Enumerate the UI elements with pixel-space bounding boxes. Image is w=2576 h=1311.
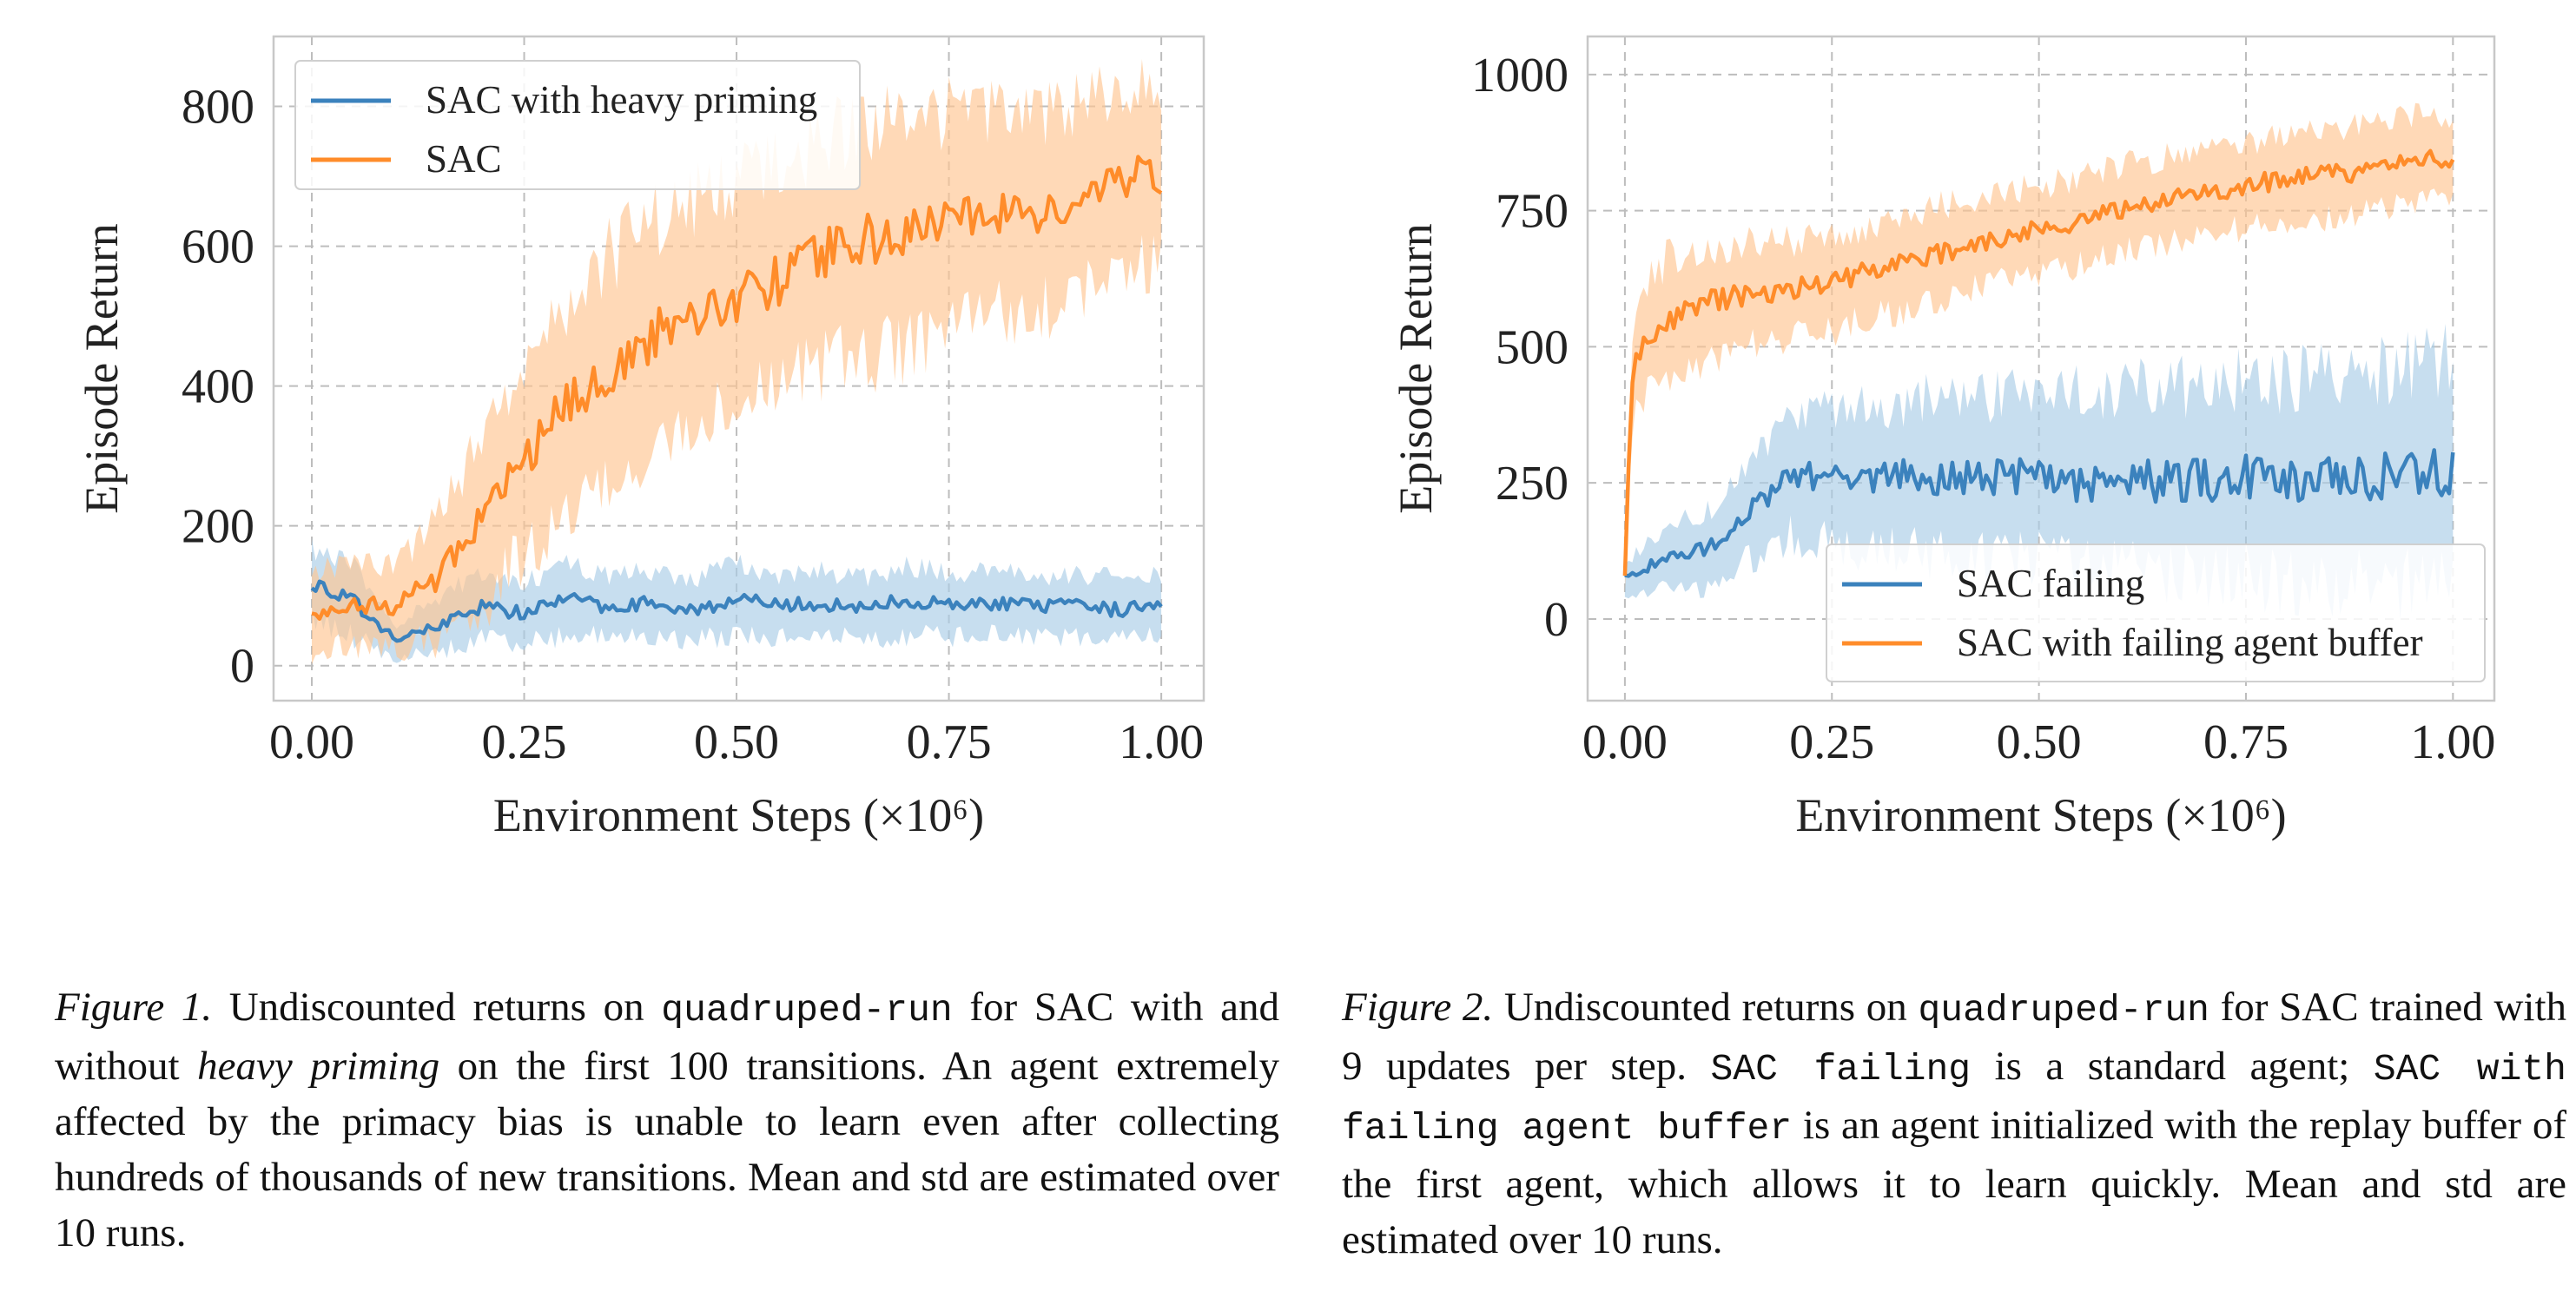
series-line-orange — [1622, 148, 2455, 576]
y-tick-label: 600 — [182, 221, 254, 274]
caption-text: for SAC trained with 9 updates per step. — [1342, 985, 2566, 1089]
y-tick-label: 200 — [182, 500, 254, 554]
x-tick-label: 0.75 — [907, 715, 992, 769]
x-tick-label: 0.50 — [694, 715, 779, 769]
series-line-blue — [310, 579, 1163, 643]
caption-text: Undiscounted returns on — [1493, 985, 1919, 1030]
x-tick-label: 0.00 — [1582, 715, 1668, 769]
y-tick-label: 0 — [1544, 593, 1569, 647]
caption-code: quadruped-run — [1918, 989, 2209, 1031]
caption-text: Undiscounted returns on — [212, 985, 662, 1030]
figure-1-caption: Figure 1. Undiscounted returns on quadru… — [55, 979, 1279, 1261]
x-tick-label: 0.50 — [1997, 715, 2082, 769]
y-tick-label: 400 — [182, 360, 254, 414]
x-tick-label: 0.75 — [2203, 715, 2289, 769]
caption-text: is a standard agent; — [1971, 1044, 2374, 1089]
caption-text: for SAC with and without — [55, 985, 1279, 1089]
caption-text: on the first 100 transitions. An agent e… — [55, 1044, 1279, 1255]
x-axis-label: Environment Steps (×10⁶) — [493, 789, 984, 841]
legend-box — [294, 60, 861, 190]
x-tick-label: 1.00 — [1119, 715, 1204, 769]
y-tick-label: 500 — [1496, 320, 1569, 374]
caption-emphasis: heavy priming — [197, 1044, 440, 1089]
caption-code: quadruped-run — [661, 989, 953, 1031]
y-tick-label: 800 — [182, 81, 254, 135]
y-tick-label: 750 — [1496, 185, 1569, 239]
y-tick-label: 0 — [230, 640, 254, 694]
legend-label: SAC with heavy priming — [426, 78, 817, 122]
x-tick-label: 0.00 — [269, 715, 354, 769]
y-tick-label: 1000 — [1471, 49, 1569, 102]
figure-1-chart: 0.00 0.25 0.50 0.75 1.00 0 200 400 600 800 Environ… — [0, 0, 1288, 938]
x-tick-label: 1.00 — [2410, 715, 2495, 769]
figure-1-svg: 0.00 0.25 0.50 0.75 1.00 0 200 400 600 800 Environ… — [76, 35, 1205, 841]
legend-label: SAC failing — [1957, 562, 2144, 605]
series-line-blue — [1624, 448, 2455, 578]
series-line-orange — [311, 155, 1163, 622]
figure-2-chart: 0.00 0.25 0.50 0.75 1.00 0 250 500 750 1000 Enviro… — [1288, 0, 2576, 938]
legend-box — [1826, 544, 2486, 682]
y-axis-label: Episode Return — [76, 223, 128, 513]
figure-2-svg: 0.00 0.25 0.50 0.75 1.00 0 250 500 750 1000 Enviro… — [1390, 35, 2496, 841]
figure-1-label: Figure 1. — [55, 985, 213, 1030]
figure-2-caption: Figure 2. Undiscounted returns on quadru… — [1342, 979, 2566, 1268]
y-axis-label: Episode Return — [1390, 223, 1442, 513]
x-tick-label: 0.25 — [1789, 715, 1874, 769]
plot-frame — [1586, 35, 2496, 702]
std-band-orange — [1624, 102, 2454, 593]
plot-frame — [272, 35, 1205, 702]
x-tick-label: 0.25 — [482, 715, 567, 769]
legend-label: SAC — [426, 137, 502, 181]
legend-label: SAC with failing agent buffer — [1957, 621, 2423, 664]
x-axis-label: Environment Steps (×10⁶) — [1795, 789, 2286, 841]
y-tick-label: 250 — [1496, 457, 1569, 511]
caption-text: is an agent initialized with the replay … — [1342, 1103, 2566, 1262]
std-band-blue — [1624, 323, 2454, 621]
figure-2-label: Figure 2. — [1342, 985, 1494, 1030]
caption-code: SAC with failing agent buffer — [1342, 1048, 2566, 1150]
caption-code: SAC failing — [1710, 1048, 1972, 1090]
